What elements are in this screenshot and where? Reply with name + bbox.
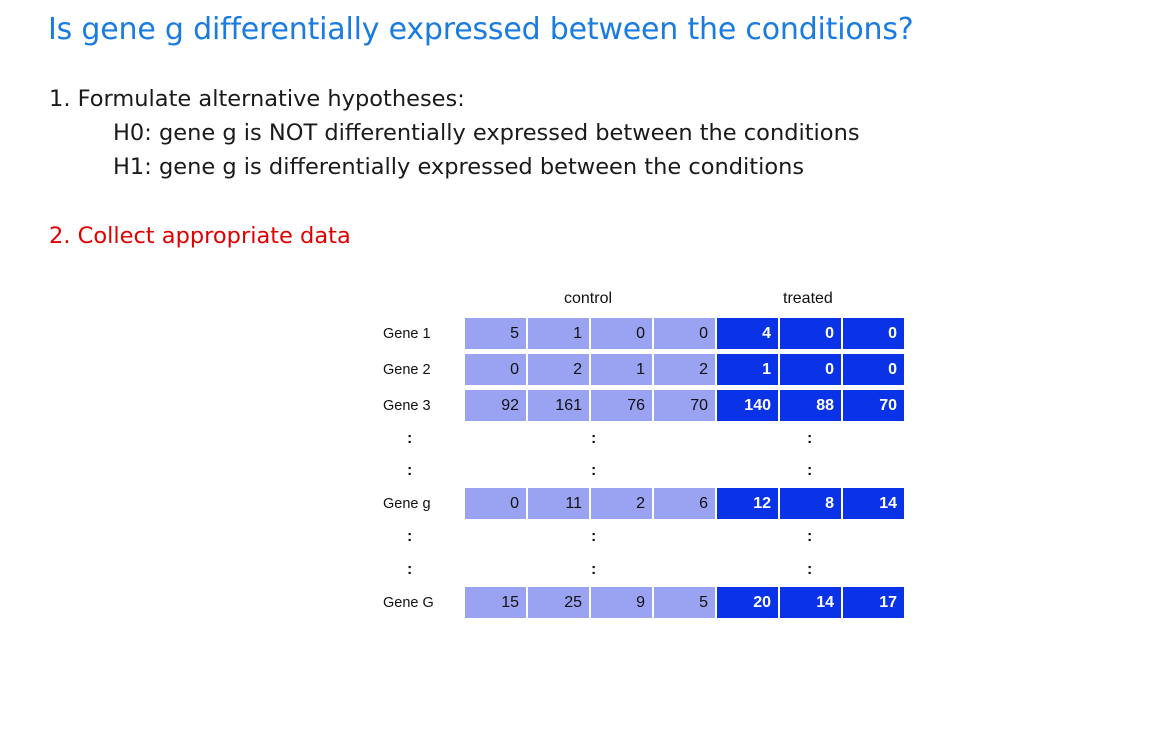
count-cell: 92: [465, 390, 526, 421]
ellipsis: :: [807, 528, 813, 545]
ellipsis: :: [591, 561, 597, 578]
count-cell: 8: [780, 488, 841, 519]
count-cell: 70: [843, 390, 904, 421]
count-cell: 161: [528, 390, 589, 421]
ellipsis: :: [807, 430, 813, 447]
count-cell: 0: [591, 318, 652, 349]
count-cell: 2: [591, 488, 652, 519]
ellipsis: :: [591, 462, 597, 479]
count-cell: 6: [654, 488, 715, 519]
ellipsis: :: [407, 528, 413, 545]
hypothesis-h1: H1: gene g is differentially expressed b…: [113, 154, 805, 180]
count-cell: 76: [591, 390, 652, 421]
row-label-gene-1: Gene 1: [383, 326, 431, 342]
count-cell: 9: [591, 587, 652, 618]
ellipsis: :: [407, 561, 413, 578]
step1-heading: 1. Formulate alternative hypotheses:: [49, 86, 465, 112]
count-cell: 0: [780, 354, 841, 385]
count-cell: 14: [780, 587, 841, 618]
count-cell: 11: [528, 488, 589, 519]
hypothesis-h0: H0: gene g is NOT differentially express…: [113, 120, 860, 146]
row-label-gene-3: Gene 3: [383, 398, 431, 414]
row-label-gene-G: Gene G: [383, 595, 434, 611]
count-cell: 25: [528, 587, 589, 618]
count-cell: 0: [843, 318, 904, 349]
count-cell: 0: [843, 354, 904, 385]
count-cell: 0: [780, 318, 841, 349]
count-cell: 15: [465, 587, 526, 618]
count-cell: 1: [528, 318, 589, 349]
count-cell: 2: [528, 354, 589, 385]
ellipsis: :: [807, 561, 813, 578]
count-cell: 1: [717, 354, 778, 385]
ellipsis: :: [591, 528, 597, 545]
count-cell: 2: [654, 354, 715, 385]
ellipsis: :: [407, 462, 413, 479]
count-cell: 0: [465, 354, 526, 385]
count-cell: 0: [654, 318, 715, 349]
count-cell: 5: [465, 318, 526, 349]
count-cell: 4: [717, 318, 778, 349]
count-cell: 1: [591, 354, 652, 385]
row-label-gene-2: Gene 2: [383, 362, 431, 378]
group-label-control: control: [564, 290, 613, 307]
group-label-treated: treated: [783, 290, 833, 307]
ellipsis: :: [591, 430, 597, 447]
count-cell: 70: [654, 390, 715, 421]
count-cell: 17: [843, 587, 904, 618]
ellipsis: :: [807, 462, 813, 479]
count-cell: 14: [843, 488, 904, 519]
count-cell: 0: [465, 488, 526, 519]
count-cell: 12: [717, 488, 778, 519]
ellipsis: :: [407, 430, 413, 447]
count-cell: 5: [654, 587, 715, 618]
step2-heading: 2. Collect appropriate data: [49, 223, 351, 249]
slide-title: Is gene g differentially expressed betwe…: [48, 12, 914, 47]
count-cell: 20: [717, 587, 778, 618]
count-cell: 140: [717, 390, 778, 421]
row-label-gene-g: Gene g: [383, 496, 431, 512]
count-cell: 88: [780, 390, 841, 421]
